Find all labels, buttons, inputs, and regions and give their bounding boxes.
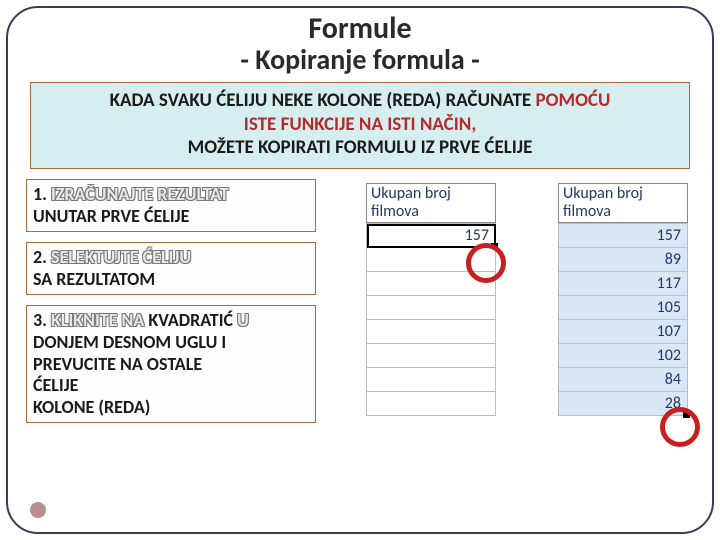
excel-after: Ukupan broj filmova 157 89 117 105 107 1… xyxy=(558,183,688,416)
content-area: 1. IZRAČUNAJTE REZULTAT UNUTAR PRVE ĆELI… xyxy=(8,179,712,529)
excel-cell xyxy=(367,296,496,320)
excel-table: 157 89 117 105 107 102 84 28 xyxy=(558,223,688,416)
title-line-1: Formule xyxy=(8,12,712,45)
steps-column: 1. IZRAČUNAJTE REZULTAT UNUTAR PRVE ĆELI… xyxy=(26,179,316,433)
excel-header: Ukupan broj filmova xyxy=(366,183,496,223)
excel-cell xyxy=(367,320,496,344)
step-1: 1. IZRAČUNAJTE REZULTAT UNUTAR PRVE ĆELI… xyxy=(26,179,316,232)
excel-cell xyxy=(367,368,496,392)
hero-text: KADA SVAKU ĆELIJU NEKE KOLONE (REDA) RAČ… xyxy=(110,89,536,112)
title-line-2: - Kopiranje formula - xyxy=(8,45,712,76)
hero-callout: KADA SVAKU ĆELIJU NEKE KOLONE (REDA) RAČ… xyxy=(30,82,690,169)
excel-cell xyxy=(367,392,496,416)
step-num: 1. xyxy=(33,183,47,205)
step-2: 2. SELEKTUJTE ĆELIJU SA REZULTATOM xyxy=(26,242,316,295)
step-num: 3. xyxy=(33,309,47,331)
slide-dot-icon xyxy=(30,502,46,518)
excel-cell: 157 xyxy=(559,224,688,248)
hero-accent: POMOĆU xyxy=(536,89,611,112)
step-rest: ĆELIJE xyxy=(33,374,78,396)
excel-cell: 89 xyxy=(559,248,688,272)
highlight-circle-icon xyxy=(466,243,506,283)
excel-header: Ukupan broj filmova xyxy=(558,183,688,223)
step-outline: IZRAČUNAJTE REZULTAT xyxy=(51,183,229,205)
step-outline: U xyxy=(233,309,249,331)
excel-cell xyxy=(367,344,496,368)
step-word: KVADRATIĆ xyxy=(148,309,233,331)
slide-title: Formule - Kopiranje formula - xyxy=(8,8,712,76)
excel-before: Ukupan broj filmova 157 xyxy=(366,183,496,416)
excel-cell: 107 xyxy=(559,320,688,344)
step-rest: SA REZULTATOM xyxy=(33,268,155,290)
excel-cell: 117 xyxy=(559,272,688,296)
hero-line-2: ISTE FUNKCIJE NA ISTI NAČIN, xyxy=(35,113,685,137)
step-num: 2. xyxy=(33,246,47,268)
step-3: 3. KLIKNITE NA KVADRATIĆ U DONJEM DESNOM… xyxy=(26,305,316,423)
hero-line-1: KADA SVAKU ĆELIJU NEKE KOLONE (REDA) RAČ… xyxy=(35,89,685,113)
hero-line-3: MOŽETE KOPIRATI FORMULU IZ PRVE ĆELIJE xyxy=(35,136,685,160)
step-outline: KLIKNITE NA xyxy=(51,309,148,331)
step-rest: KOLONE (REDA) xyxy=(33,396,150,418)
step-outline: SELEKTUJTE ĆELIJU xyxy=(51,246,191,268)
excel-cell: 102 xyxy=(559,344,688,368)
step-rest: UNUTAR PRVE ĆELIJE xyxy=(33,205,189,227)
step-rest: DONJEM DESNOM UGLU I xyxy=(33,331,226,353)
excel-cell: 105 xyxy=(559,296,688,320)
slide-frame: Formule - Kopiranje formula - KADA SVAKU… xyxy=(6,6,714,534)
highlight-circle-icon xyxy=(660,407,700,447)
excel-cell: 84 xyxy=(559,368,688,392)
step-rest: PREVUCITE NA OSTALE xyxy=(33,353,202,375)
